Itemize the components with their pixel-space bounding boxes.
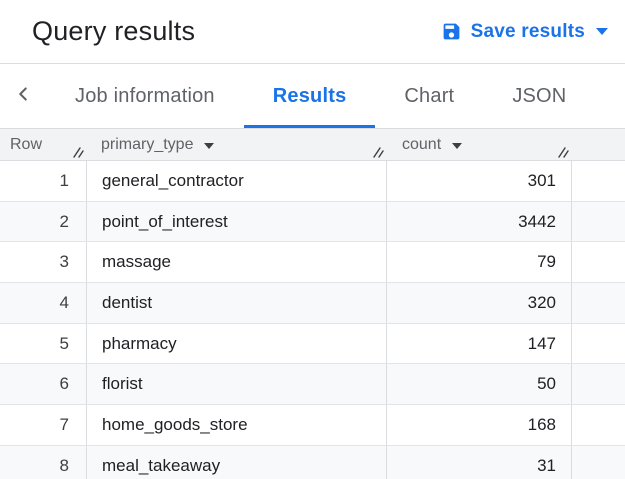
- column-header-row: Row: [0, 129, 87, 160]
- cell-primary-type: pharmacy: [87, 323, 387, 364]
- results-tabbar: Job information Results Chart JSON: [0, 63, 625, 128]
- column-label-count: count: [402, 135, 442, 153]
- cell-row-number: 3: [0, 242, 87, 283]
- cell-row-number: 6: [0, 364, 87, 405]
- cell-filler: [572, 242, 625, 282]
- column-resize-handle[interactable]: [371, 147, 385, 158]
- cell-count: 168: [387, 405, 572, 445]
- column-header-filler: [572, 129, 625, 160]
- tab-json[interactable]: JSON: [512, 84, 567, 107]
- cell-primary-type: point_of_interest: [87, 201, 387, 242]
- tabs-back-button[interactable]: [0, 64, 46, 128]
- tab-job-information[interactable]: Job information: [75, 84, 215, 107]
- cell-filler: [572, 405, 625, 445]
- cell-row-number: 2: [0, 201, 87, 242]
- cell-filler: [572, 324, 625, 364]
- cell-filler: [572, 283, 625, 323]
- cell-primary-type: massage: [87, 242, 387, 283]
- cell-row-number: 4: [0, 283, 87, 323]
- cell-count: 50: [387, 364, 572, 405]
- cell-filler: [572, 446, 625, 479]
- cell-row-number: 5: [0, 323, 87, 364]
- column-header-count: count: [387, 129, 572, 160]
- chevron-left-icon: [12, 83, 34, 110]
- cell-filler: [572, 202, 625, 242]
- cell-primary-type: dentist: [87, 283, 387, 323]
- cell-row-number: 8: [0, 445, 87, 479]
- tab-chart[interactable]: Chart: [404, 84, 455, 107]
- page-title: Query results: [32, 16, 196, 46]
- table-row: 6 florist 50: [0, 364, 625, 406]
- cell-count: 320: [387, 283, 572, 323]
- table-body: 1 general_contractor 301 2 point_of_interest…: [0, 161, 625, 479]
- cell-filler: [572, 364, 625, 404]
- cell-count: 79: [387, 242, 572, 283]
- cell-filler: [572, 161, 625, 201]
- cell-primary-type: florist: [87, 364, 387, 405]
- table-row: 1 general_contractor 301: [0, 161, 625, 202]
- save-dropdown-caret-icon: [596, 28, 608, 35]
- cell-primary-type: general_contractor: [87, 161, 387, 201]
- column-menu-caret-icon[interactable]: [452, 142, 463, 149]
- column-header-primary-type: primary_type: [87, 129, 387, 160]
- cell-count: 3442: [387, 201, 572, 242]
- cell-count: 147: [387, 323, 572, 364]
- query-results-titlebar: Query results Save results: [0, 0, 625, 63]
- cell-primary-type: meal_takeaway: [87, 445, 387, 479]
- table-row: 3 massage 79: [0, 242, 625, 284]
- table-row: 2 point_of_interest 3442: [0, 201, 625, 243]
- table-row: 8 meal_takeaway 31: [0, 445, 625, 479]
- table-row: 7 home_goods_store 168: [0, 405, 625, 446]
- column-label-primary-type: primary_type: [101, 135, 194, 153]
- table-row: 4 dentist 320: [0, 283, 625, 324]
- cell-primary-type: home_goods_store: [87, 405, 387, 445]
- query-results-table: Row primary_type count: [0, 128, 625, 479]
- column-resize-handle[interactable]: [71, 147, 85, 158]
- cell-row-number: 1: [0, 161, 87, 201]
- column-menu-caret-icon[interactable]: [204, 142, 215, 149]
- save-results-button[interactable]: Save results: [441, 21, 608, 43]
- save-icon: [441, 21, 462, 42]
- column-label-row: Row: [10, 135, 43, 153]
- column-resize-handle[interactable]: [556, 147, 570, 158]
- table-row: 5 pharmacy 147: [0, 323, 625, 365]
- cell-count: 301: [387, 161, 572, 201]
- table-header-row: Row primary_type count: [0, 128, 625, 161]
- cell-row-number: 7: [0, 405, 87, 445]
- save-results-label: Save results: [470, 20, 585, 42]
- tab-results[interactable]: Results: [243, 64, 376, 128]
- cell-count: 31: [387, 445, 572, 479]
